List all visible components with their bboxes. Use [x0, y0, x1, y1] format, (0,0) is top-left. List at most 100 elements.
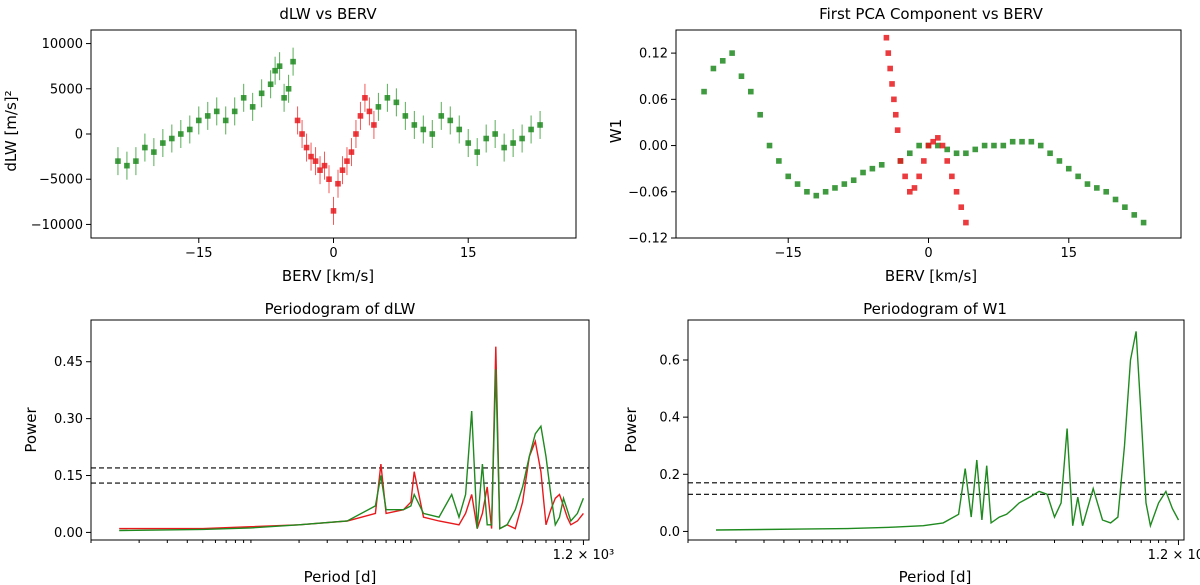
axes-frame — [90, 319, 590, 541]
red-point — [326, 176, 332, 183]
green-point — [710, 65, 717, 72]
red-point — [344, 158, 350, 164]
red-point — [906, 188, 913, 195]
green-point — [456, 126, 463, 133]
green-point — [1131, 212, 1138, 218]
green-point — [133, 158, 139, 164]
green-point — [438, 113, 445, 119]
green-point — [1103, 188, 1109, 195]
green-point — [1037, 142, 1044, 149]
green-point — [1019, 138, 1025, 145]
green-point — [429, 131, 436, 137]
red-point — [348, 149, 355, 155]
red-point — [953, 188, 960, 195]
green-point — [465, 140, 472, 146]
red-point — [303, 144, 310, 151]
red-point — [921, 158, 927, 164]
green-point — [510, 140, 516, 146]
green-point — [729, 50, 735, 56]
red-point — [299, 131, 305, 137]
red-point — [916, 173, 922, 180]
red-point — [371, 122, 377, 128]
green-point — [142, 144, 148, 151]
green-point — [860, 169, 866, 176]
y-tick-label: 0.06 — [639, 93, 668, 108]
green-point — [231, 108, 238, 115]
y-tick-label: 0.4 — [659, 411, 680, 426]
green-point — [963, 150, 969, 157]
green-point — [240, 95, 247, 101]
x-axis-label: BERV [km/s] — [885, 267, 977, 285]
green-point — [285, 85, 292, 92]
green-point — [195, 117, 202, 124]
panel-title: dLW vs BERV — [279, 5, 377, 23]
panel-periodogram-dlw: Periodogram of dLW Period [d] Power 0.00… — [22, 300, 614, 585]
green-point — [213, 108, 220, 115]
axes-frame — [675, 29, 1182, 239]
axis-ticks: 0.00 0.15 0.30 0.45 1.2 × 10³ — [54, 355, 614, 563]
green-point — [832, 185, 838, 191]
green-point — [474, 149, 481, 155]
green-point — [776, 158, 782, 164]
y-tick-label: 5000 — [50, 82, 83, 97]
y-tick-label: 0.15 — [54, 469, 83, 484]
red-point — [892, 111, 899, 118]
green-point — [701, 88, 707, 95]
y-tick-label: −10000 — [31, 218, 83, 233]
plot-marks — [688, 331, 1184, 531]
green-point — [1028, 138, 1035, 145]
red-point — [939, 142, 946, 149]
green-point — [766, 142, 773, 149]
green-point — [944, 146, 951, 153]
red-point — [294, 117, 301, 124]
green-point — [267, 81, 274, 88]
y-tick-label: 0.6 — [659, 354, 680, 369]
green-point — [402, 113, 409, 119]
y-tick-label: 10000 — [42, 37, 83, 52]
red-point — [335, 180, 341, 187]
green-point — [1009, 138, 1016, 145]
red-point — [321, 162, 328, 169]
red-point — [353, 131, 359, 137]
green-point — [537, 122, 543, 128]
y-tick-label: 0.00 — [54, 526, 83, 541]
x-tick-label: −15 — [775, 246, 802, 261]
green-series-line — [715, 331, 1180, 531]
y-tick-label: −5000 — [39, 173, 83, 188]
red-point — [366, 108, 373, 115]
panel-title: Periodogram of dLW — [265, 300, 416, 318]
green-point — [1075, 173, 1081, 180]
green-point — [981, 142, 988, 149]
green-point — [1094, 185, 1100, 191]
green-point — [804, 188, 810, 195]
green-point — [186, 126, 193, 133]
green-point — [850, 177, 857, 184]
green-point — [991, 142, 997, 149]
panel-periodogram-w1: Periodogram of W1 Period [d] Power 0.00.… — [622, 300, 1200, 585]
red-point — [944, 158, 951, 164]
red-point — [308, 153, 314, 160]
green-point — [272, 67, 278, 74]
green-point — [492, 131, 498, 137]
y-tick-label: 0 — [75, 128, 83, 143]
x-tick-label: 15 — [460, 246, 477, 261]
x-tick-label: 0 — [329, 246, 337, 261]
red-point — [339, 167, 346, 173]
green-point — [124, 162, 130, 169]
plot-marks — [91, 346, 589, 532]
y-tick-label: 0.2 — [659, 468, 680, 483]
green-point — [115, 158, 121, 164]
panel-title: First PCA Component vs BERV — [819, 5, 1044, 23]
green-point — [813, 192, 820, 199]
green-point — [916, 142, 922, 149]
green-point — [222, 117, 229, 124]
x-axis-label: BERV [km/s] — [282, 267, 374, 285]
red-point — [317, 167, 323, 173]
green-point — [1000, 142, 1007, 149]
y-tick-label: −0.06 — [628, 185, 668, 200]
red-point — [911, 185, 918, 191]
green-point — [169, 135, 175, 142]
red-point — [925, 142, 932, 149]
x-tick-label: 15 — [1061, 246, 1078, 261]
